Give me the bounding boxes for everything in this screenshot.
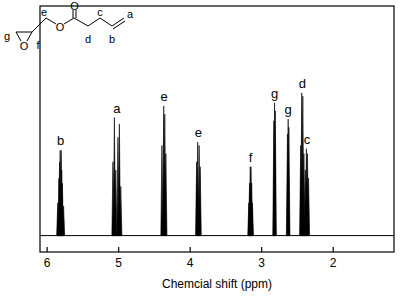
bond <box>74 18 88 26</box>
bond <box>113 21 125 29</box>
x-tick <box>261 247 262 252</box>
site-label: g <box>4 30 10 42</box>
x-tick-label: 4 <box>187 256 194 270</box>
bond <box>64 18 74 24</box>
bond <box>46 18 56 24</box>
x-tick-label: 3 <box>258 256 265 270</box>
peak-label: e <box>195 125 202 140</box>
spectrum <box>40 93 394 236</box>
x-tick <box>333 247 334 252</box>
peak-label: c <box>304 132 311 147</box>
spectrum-peak <box>61 170 63 236</box>
plot-frame <box>40 6 394 252</box>
x-tick <box>190 247 191 252</box>
site-label: c <box>97 6 103 18</box>
spectrum-peak <box>273 103 275 236</box>
site-label: d <box>85 33 91 45</box>
x-tick-label: 2 <box>330 256 337 270</box>
x-tick <box>47 247 48 252</box>
x-tick-label: 6 <box>44 256 51 270</box>
peak-label: f <box>249 150 253 165</box>
x-axis-title: Chemcial shift (ppm) <box>162 277 272 291</box>
spectrum-peak <box>199 167 201 236</box>
x-tick-label: 5 <box>115 256 122 270</box>
spectrum-peak <box>274 111 276 236</box>
bond <box>88 18 100 26</box>
atom-label: O <box>20 40 29 52</box>
site-label: a <box>127 8 134 20</box>
baseline <box>40 235 394 236</box>
spectrum-peak <box>165 154 167 236</box>
spectrum-peak <box>120 186 122 235</box>
bond <box>112 18 124 26</box>
spectrum-peak <box>288 127 290 235</box>
site-label: f <box>36 39 40 51</box>
spectrum-peak <box>287 119 289 235</box>
chart: baeefggdc65432Chemcial shift (ppm)OOOgef… <box>0 0 400 299</box>
structure: OOOgefdcba <box>4 0 134 52</box>
spectrum-peak <box>251 183 253 235</box>
peak-label: d <box>299 76 306 91</box>
peak-label: g <box>271 86 278 101</box>
site-label: e <box>41 6 47 18</box>
bond <box>16 32 32 33</box>
site-label: b <box>109 33 115 45</box>
atom-label: O <box>70 0 79 12</box>
peak-label: g <box>285 102 292 117</box>
spectrum-peak <box>251 203 253 236</box>
peak-label: e <box>160 89 167 104</box>
spectrum-peak <box>307 178 309 235</box>
peak-label: a <box>113 101 121 116</box>
bond <box>32 18 46 32</box>
peak-label: b <box>57 133 64 148</box>
spectrum-peak <box>63 206 65 236</box>
x-tick <box>118 247 119 252</box>
spectrum-peak <box>115 170 117 236</box>
bond <box>100 18 112 26</box>
atom-label: O <box>56 21 65 33</box>
